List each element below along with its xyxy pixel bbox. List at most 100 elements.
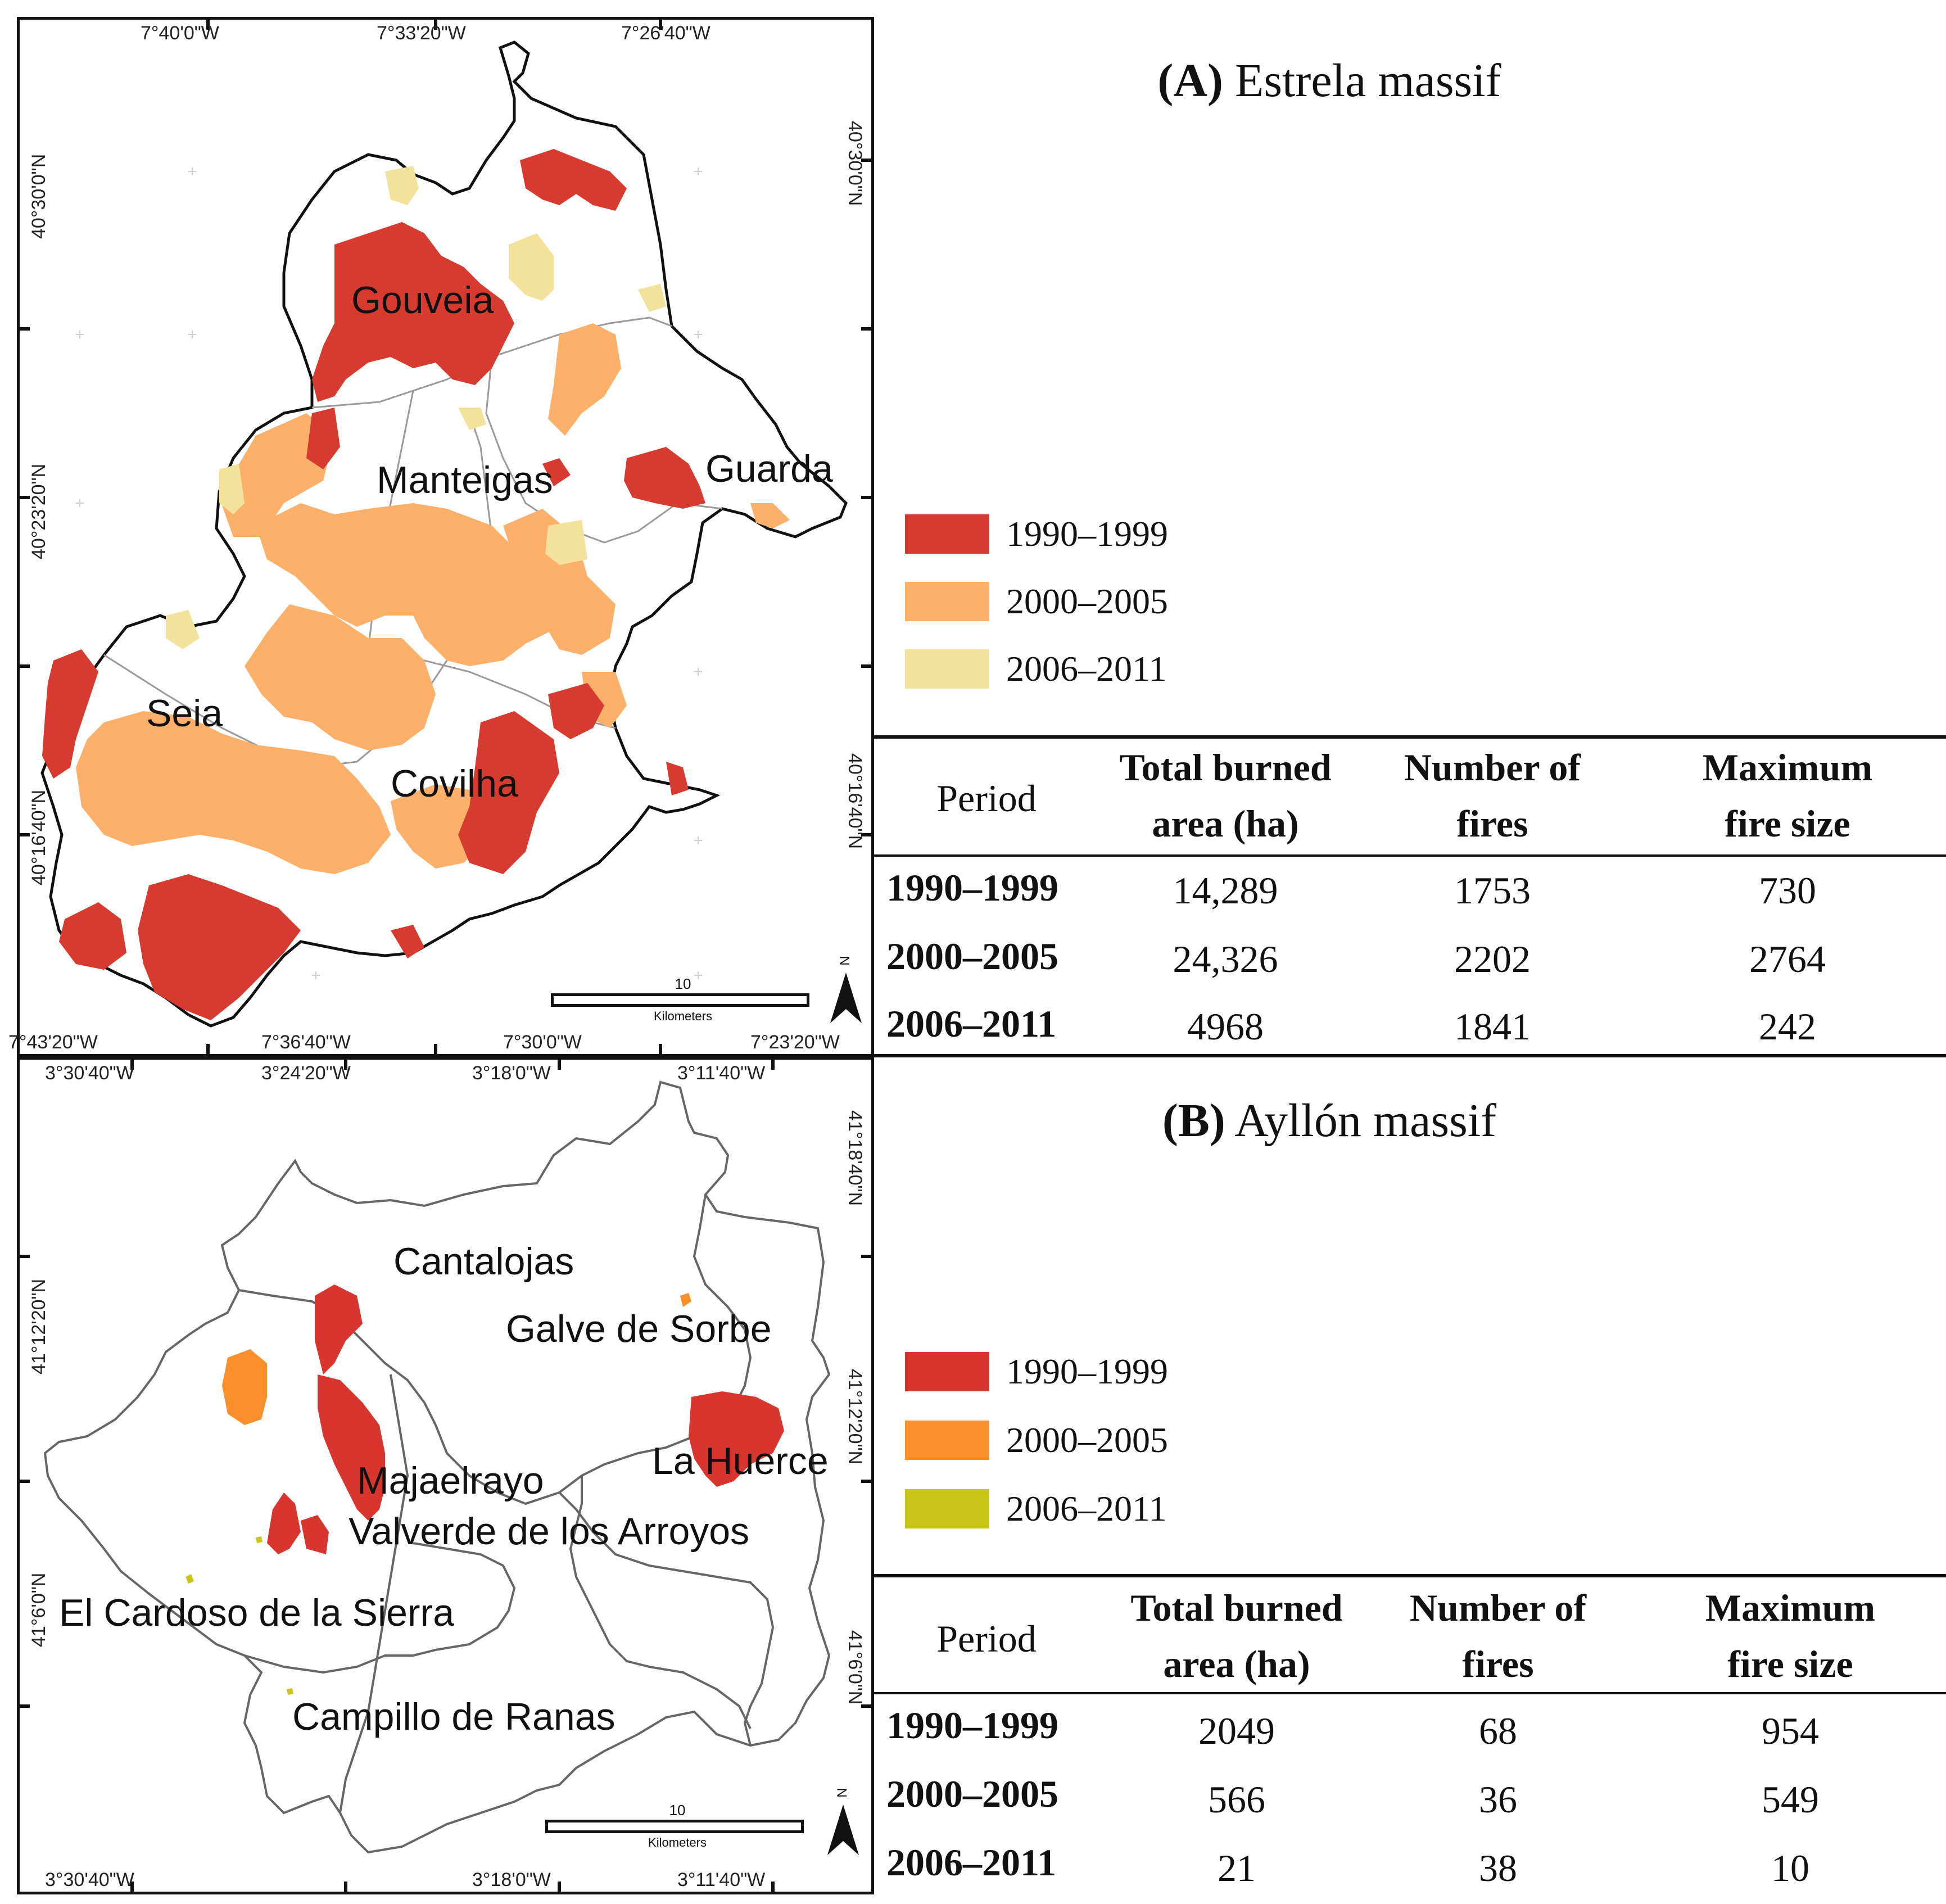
frame-ticks-b: [20, 1060, 871, 1892]
place-la-huerce: La Huerce: [652, 1440, 829, 1482]
ayllon-legend-item-1: 1990–1999: [905, 1349, 1168, 1394]
frame-ticks: [20, 20, 871, 1054]
map-a-bottom-coord-3: 7°30'0"W: [503, 1032, 582, 1053]
legend-swatch: [905, 1489, 989, 1528]
row-max: 954: [1762, 1709, 1819, 1752]
place-gouveia: Gouveia: [351, 279, 494, 322]
map-a-bottom-coord-4: 7°23'20"W: [750, 1032, 840, 1053]
ayllon-header-area-2: area (ha): [1163, 1643, 1310, 1685]
row-area: 14,289: [1173, 869, 1278, 912]
place-manteigas: Manteigas: [377, 459, 553, 501]
map-a-bottom-coord-2: 7°36'40"W: [261, 1032, 351, 1053]
ayllon-title: (B) Ayllón massif: [874, 1093, 1785, 1148]
row-fires: 36: [1479, 1778, 1517, 1821]
legend-swatch: [905, 1421, 989, 1460]
row-period: 1990–1999: [886, 1704, 1058, 1747]
estrela-header-fires-1: Number of: [1404, 746, 1581, 789]
burned-2000-2005: [76, 323, 790, 874]
map-b-right-coord-3: 41°6'0"N: [844, 1630, 866, 1705]
row-period: 2000–2005: [886, 1772, 1058, 1815]
map-b-top-coord-3: 3°18'0"W: [472, 1062, 551, 1084]
estrela-panel: (A) Estrela massif 1990–1999 2000–2005 2…: [874, 17, 1946, 1057]
legend-label: 1990–1999: [1006, 1351, 1168, 1391]
estrela-header-area-1: Total burned: [1119, 746, 1332, 789]
burned-2006-2011: [166, 166, 666, 649]
map-a-right-coord-1: 40°30'0"N: [844, 121, 866, 206]
place-galve-de-sorbe: Galve de Sorbe: [506, 1308, 772, 1350]
row-fires: 1841: [1454, 1005, 1531, 1048]
burned-b-2000-2005: [222, 1293, 691, 1425]
ayllon-header-period: Period: [936, 1617, 1037, 1660]
map-a-scale-bar: 10 Kilometers: [551, 964, 815, 1023]
burned-1990-1999: [42, 149, 705, 1020]
row-period: 2006–2011: [886, 1841, 1057, 1884]
map-b-right-coord-1: 41°18'40"N: [844, 1110, 866, 1206]
municipality-boundaries-b: [238, 1194, 775, 1813]
legend-label: 1990–1999: [1006, 514, 1168, 554]
row-max: 549: [1762, 1778, 1819, 1821]
legend-swatch: [905, 582, 989, 621]
map-b-top-coord-4: 3°11'40"W: [677, 1062, 766, 1084]
place-cantalojas: Cantalojas: [393, 1240, 574, 1283]
ayllon-table-top-rule: [874, 1574, 1946, 1577]
row-area: 2049: [1198, 1709, 1275, 1752]
burned-b-2006-2011: [185, 1536, 293, 1695]
row-fires: 2202: [1454, 938, 1531, 980]
ayllon-map-canvas: [20, 1060, 871, 1892]
estrela-title: (A) Estrela massif: [874, 53, 1785, 108]
row-fires: 38: [1479, 1847, 1517, 1889]
row-max: 2764: [1749, 938, 1826, 980]
row-area: 24,326: [1173, 938, 1278, 980]
estrela-header-period: Period: [936, 777, 1037, 820]
map-b-scale-value: 10: [669, 1802, 686, 1819]
row-area: 21: [1218, 1847, 1256, 1889]
row-fires: 1753: [1454, 869, 1531, 912]
map-a-top-coord-1: 7°40'0"W: [141, 22, 219, 44]
map-a-right-coord-2: 40°16'40"N: [844, 753, 866, 849]
ayllon-legend-item-3: 2006–2011: [905, 1486, 1167, 1531]
ayllon-header-max-1: Maximum: [1705, 1586, 1876, 1629]
burned-b-1990-1999: [267, 1285, 784, 1554]
ayllon-title-letter: (B): [1162, 1095, 1225, 1147]
place-seia: Seia: [146, 692, 223, 735]
ayllon-header-fires-1: Number of: [1409, 1586, 1587, 1629]
estrela-header-max-2: fire size: [1725, 802, 1850, 845]
place-valverde-de-los-arroyos: Valverde de los Arroyos: [349, 1510, 750, 1553]
map-b-top-coord-2: 3°24'20"W: [261, 1062, 351, 1084]
ayllon-header-max-2: fire size: [1727, 1643, 1853, 1685]
map-a-left-coord-3: 40°16'40"N: [28, 789, 49, 885]
map-b-left-coord-1: 41°12'20"N: [28, 1278, 49, 1374]
legend-swatch: [905, 1352, 989, 1391]
map-a-left-coord-2: 40°23'20"N: [28, 463, 49, 559]
map-b-top-coord-1: 3°30'40"W: [45, 1062, 134, 1084]
estrela-table-top-rule: [874, 735, 1946, 739]
row-area: 566: [1208, 1778, 1265, 1821]
row-period: 2000–2005: [886, 935, 1058, 978]
map-a-north-arrow-icon: N: [829, 953, 863, 1026]
map-b-scale-unit: Kilometers: [648, 1835, 707, 1849]
ayllon-panel: (B) Ayllón massif 1990–1999 2000–2005 20…: [874, 1057, 1946, 1894]
map-a-scale-value: 10: [675, 975, 691, 992]
map-a-scale-unit: Kilometers: [654, 1009, 712, 1023]
row-area: 4968: [1187, 1005, 1264, 1048]
row-period: 2006–2011: [886, 1002, 1057, 1045]
legend-swatch: [905, 514, 989, 554]
map-b-right-coord-2: 41°12'20"N: [844, 1369, 866, 1465]
place-guarda: Guarda: [705, 447, 833, 490]
place-el-cardoso-de-la-sierra: El Cardoso de la Sierra: [59, 1591, 455, 1634]
place-covilha: Covilha: [391, 762, 518, 805]
estrela-header-area-2: area (ha): [1152, 802, 1299, 845]
row-max: 730: [1759, 869, 1816, 912]
estrela-map-canvas: [20, 20, 871, 1054]
ayllon-legend-item-2: 2000–2005: [905, 1418, 1168, 1463]
row-max: 242: [1759, 1005, 1816, 1048]
legend-label: 2006–2011: [1006, 1489, 1167, 1528]
map-b-bottom-coord-3: 3°11'40"W: [677, 1869, 766, 1891]
estrela-legend-item-2: 2000–2005: [905, 579, 1168, 624]
estrela-title-letter: (A): [1157, 55, 1224, 107]
ayllon-study-area: [43, 1080, 831, 1854]
estrela-legend-item-1: 1990–1999: [905, 512, 1168, 557]
estrela-legend-item-3: 2006–2011: [905, 646, 1167, 691]
legend-label: 2000–2005: [1006, 581, 1168, 621]
legend-label: 2000–2005: [1006, 1420, 1168, 1460]
